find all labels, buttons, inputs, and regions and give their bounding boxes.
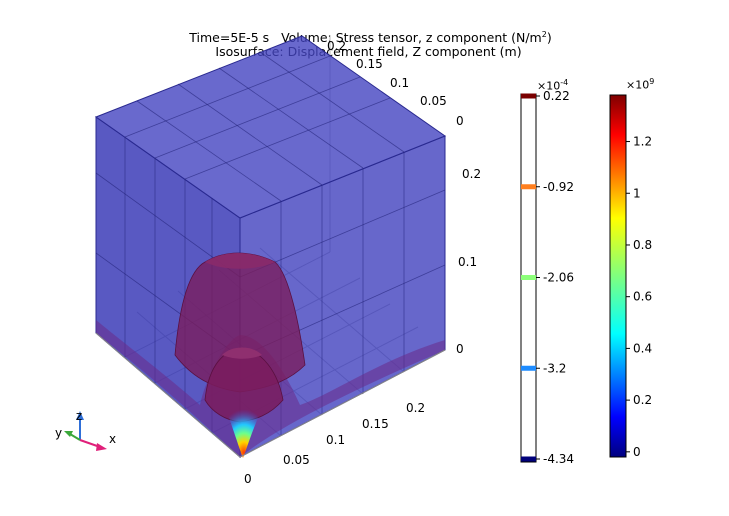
axis-triad: z x y — [55, 409, 116, 451]
isosurface-level-swatch — [521, 184, 536, 190]
y-tick-label: 0.05 — [283, 453, 310, 467]
isosurface-level-swatch — [521, 365, 536, 371]
title-volume: Volume: Stress tensor, z component (N/m — [281, 30, 542, 46]
isosurface-colorbar-multiplier: ×10-4 — [537, 78, 569, 93]
triad-z-label: z — [76, 409, 82, 423]
stress-colorbar-tick-label: 0.4 — [633, 341, 652, 355]
triad-y-label: y — [55, 426, 62, 440]
isosurface-colorbar: 0.22 -0.92 -2.06 -3.2 -4.34 — [520, 89, 574, 466]
z-tick-label: 0.2 — [462, 167, 481, 181]
y-tick-label: 0.2 — [406, 401, 425, 415]
y-tick-label: 0 — [244, 472, 252, 486]
isosurface-level-label: -3.2 — [543, 361, 566, 375]
isosurface-level-label: -0.92 — [543, 180, 574, 194]
x-tick-label: 0.1 — [390, 76, 409, 90]
x-ticks: 0 0.05 0.1 0.15 0.2 — [327, 39, 464, 128]
stress-colorbar-multiplier: ×109 — [626, 77, 655, 92]
isosurface-level-swatch — [521, 275, 536, 280]
isosurface-level-swatch — [521, 456, 536, 462]
title-volume-suffix: ) — [546, 30, 552, 46]
stress-colorbar-tick-label: 0.8 — [633, 238, 652, 252]
y-tick-label: 0.15 — [362, 417, 389, 431]
isosurface — [96, 252, 445, 458]
x-tick-label: 0.15 — [356, 57, 383, 71]
y-ticks: 0 0.05 0.1 0.15 0.2 — [244, 401, 425, 486]
chart-title-line1: Time=5E-5 s Volume: Stress tensor, z com… — [6, 27, 729, 45]
stress-colorbar: 0 0.2 0.4 0.6 0.8 1 1.2 — [609, 94, 652, 459]
isosurface-level-label: -4.34 — [543, 452, 574, 466]
triad-x-label: x — [109, 432, 116, 446]
axis-lines — [95, 332, 446, 458]
y-tick-label: 0.1 — [326, 433, 345, 447]
x-tick-label: 0.2 — [327, 39, 346, 53]
stress-colorbar-tick-label: 0 — [633, 445, 641, 459]
z-tick-label: 0.1 — [458, 255, 477, 269]
title-time: Time=5E-5 s — [189, 30, 270, 46]
x-tick-label: 0 — [456, 114, 464, 128]
z-arrow-icon — [76, 411, 84, 420]
isosurface-level-label: -2.06 — [543, 271, 574, 285]
title-volume-exponent: 2 — [541, 30, 547, 39]
x-tick-label: 0.05 — [420, 94, 447, 108]
x-arrow-icon — [96, 443, 107, 451]
stress-colorbar-tick-label: 0.2 — [633, 393, 652, 407]
isosurface-level-swatch — [521, 93, 536, 99]
stress-colorbar-tick-label: 1 — [633, 186, 641, 200]
y-arrow-icon — [64, 431, 73, 437]
stress-colorbar-tick-label: 1.2 — [633, 135, 652, 149]
z-tick-label: 0 — [456, 342, 464, 356]
isosurface-level-label: 0.22 — [543, 89, 570, 103]
stress-colorbar-tick-label: 0.6 — [633, 290, 652, 304]
z-ticks: 0 0.1 0.2 — [456, 167, 481, 356]
